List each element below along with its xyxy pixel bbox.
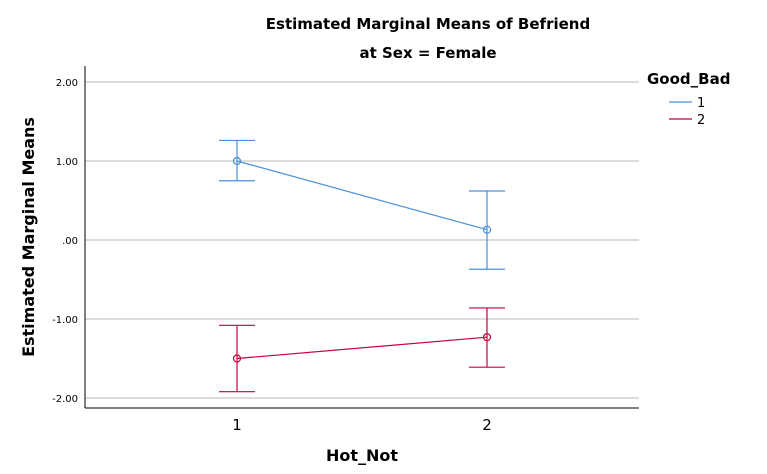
- y-tick-label: -2.00: [52, 394, 78, 405]
- series-line: [236, 160, 488, 231]
- series-1: [219, 139, 505, 270]
- y-tick-labels: 2.00 1.00 .00 -1.00 -2.00: [52, 78, 78, 405]
- data-point: [482, 333, 492, 342]
- data-point: [232, 354, 242, 363]
- gridlines: [85, 81, 639, 399]
- data-point: [482, 225, 492, 234]
- x-axis-title: Hot_Not: [326, 446, 398, 465]
- chart-subtitle: at Sex = Female: [359, 44, 496, 62]
- legend-label: 1: [697, 96, 705, 111]
- series-2: [219, 307, 505, 393]
- y-axis-title: Estimated Marginal Means: [19, 117, 38, 357]
- y-tick-label: -1.00: [52, 315, 78, 326]
- x-tick-label: 1: [232, 416, 242, 434]
- legend: Good_Bad 1 2: [647, 70, 730, 128]
- y-tick-label: 1.00: [56, 157, 78, 168]
- data-point: [232, 156, 242, 166]
- legend-title: Good_Bad: [647, 70, 730, 88]
- y-tick-label: 2.00: [56, 78, 78, 89]
- y-tick-label: .00: [62, 236, 78, 247]
- legend-label: 2: [697, 113, 705, 128]
- chart-title: Estimated Marginal Means of Befriend: [266, 15, 590, 33]
- series-group: [219, 139, 505, 393]
- axes: [84, 66, 639, 409]
- series-line: [236, 336, 488, 360]
- x-tick-label: 2: [482, 416, 492, 434]
